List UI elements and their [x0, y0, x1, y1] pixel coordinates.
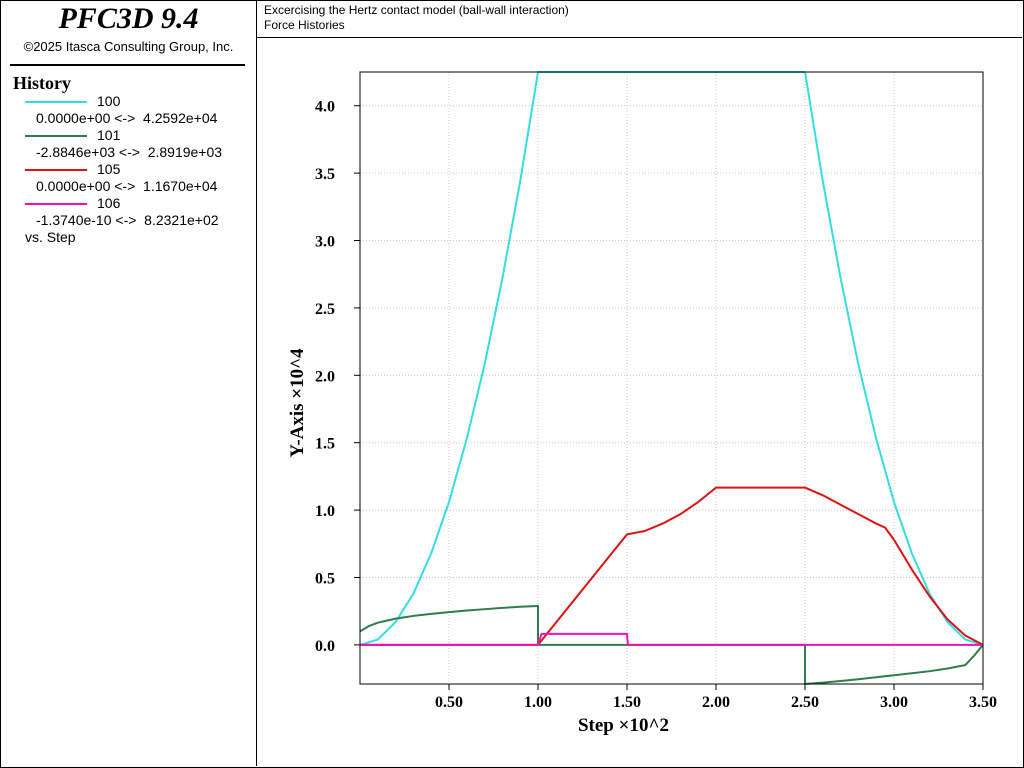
legend-swatch: [25, 101, 87, 103]
plot-header: Excercising the Hertz contact model (bal…: [257, 1, 1022, 38]
legend-entry-101: 101 -2.8846e+03 <-> 2.8919e+03: [1, 127, 256, 161]
series-line-106: [360, 632, 983, 646]
y-tick-label: 1.5: [315, 436, 335, 453]
chart-area: 0.50 1.00 1.50 2.00 2.50 3.00 3.50 0.0 0.5 1.0 1.5…: [287, 71, 997, 736]
copyright-text: ©2025 Itasca Consulting Group, Inc.: [23, 39, 234, 54]
legend-entry-105: 105 0.0000e+00 <-> 1.1670e+04: [1, 161, 256, 195]
legend-swatch: [25, 135, 87, 137]
x-tick-label: 0.50: [435, 694, 463, 711]
x-tick-label: 2.00: [702, 694, 730, 711]
plot-subtitle: Force Histories: [264, 18, 345, 32]
legend-id: 100: [97, 93, 121, 109]
legend-id: 105: [97, 161, 121, 177]
x-tick-label: 1.00: [524, 694, 552, 711]
legend-entry-106: 106 -1.3740e-10 <-> 8.2321e+02: [1, 195, 256, 229]
legend-range: -1.3740e-10 <-> 8.2321e+02: [36, 212, 219, 228]
series-line-101: [359, 604, 984, 685]
y-tick-label: 1.0: [315, 503, 335, 520]
legend-heading: History: [13, 73, 71, 93]
x-tick-label: 2.50: [791, 694, 819, 711]
legend-entry-100: 100 0.0000e+00 <-> 4.2592e+04: [1, 93, 256, 127]
series-line-105: [360, 486, 984, 646]
legend: 100 0.0000e+00 <-> 4.2592e+04 101 -2.884…: [1, 93, 256, 229]
y-tick-label: 0.5: [315, 571, 335, 588]
y-tick-label: 2.0: [315, 368, 335, 385]
legend-id: 101: [97, 127, 121, 143]
y-axis-label: Y-Axis ×10^4: [287, 348, 308, 458]
legend-range: -2.8846e+03 <-> 2.8919e+03: [36, 144, 223, 160]
y-tick-label: 3.5: [315, 166, 335, 183]
divider: [10, 64, 245, 66]
y-tick-label: 0.0: [315, 638, 335, 655]
plot-frame: [359, 71, 984, 685]
y-tick-label: 4.0: [315, 99, 335, 116]
x-tick-label: 1.50: [613, 694, 641, 711]
vs-step-label: vs. Step: [25, 229, 76, 245]
y-tick-label: 3.0: [315, 234, 335, 251]
legend-range: 0.0000e+00 <-> 4.2592e+04: [36, 110, 218, 126]
x-tick-label: 3.50: [969, 694, 997, 711]
legend-swatch: [25, 203, 87, 205]
y-tick-label: 2.5: [315, 301, 335, 318]
legend-id: 106: [97, 195, 121, 211]
x-axis-label: Step ×10^2: [578, 715, 669, 736]
app-title: PFC3D 9.4: [58, 2, 199, 35]
legend-swatch: [25, 169, 87, 171]
legend-range: 0.0000e+00 <-> 1.1670e+04: [36, 178, 218, 194]
plot-title: Excercising the Hertz contact model (bal…: [264, 3, 569, 17]
series-line-100: [359, 71, 984, 646]
history-panel: PFC3D 9.4 ©2025 Itasca Consulting Group,…: [1, 1, 257, 766]
x-tick-label: 3.00: [880, 694, 908, 711]
